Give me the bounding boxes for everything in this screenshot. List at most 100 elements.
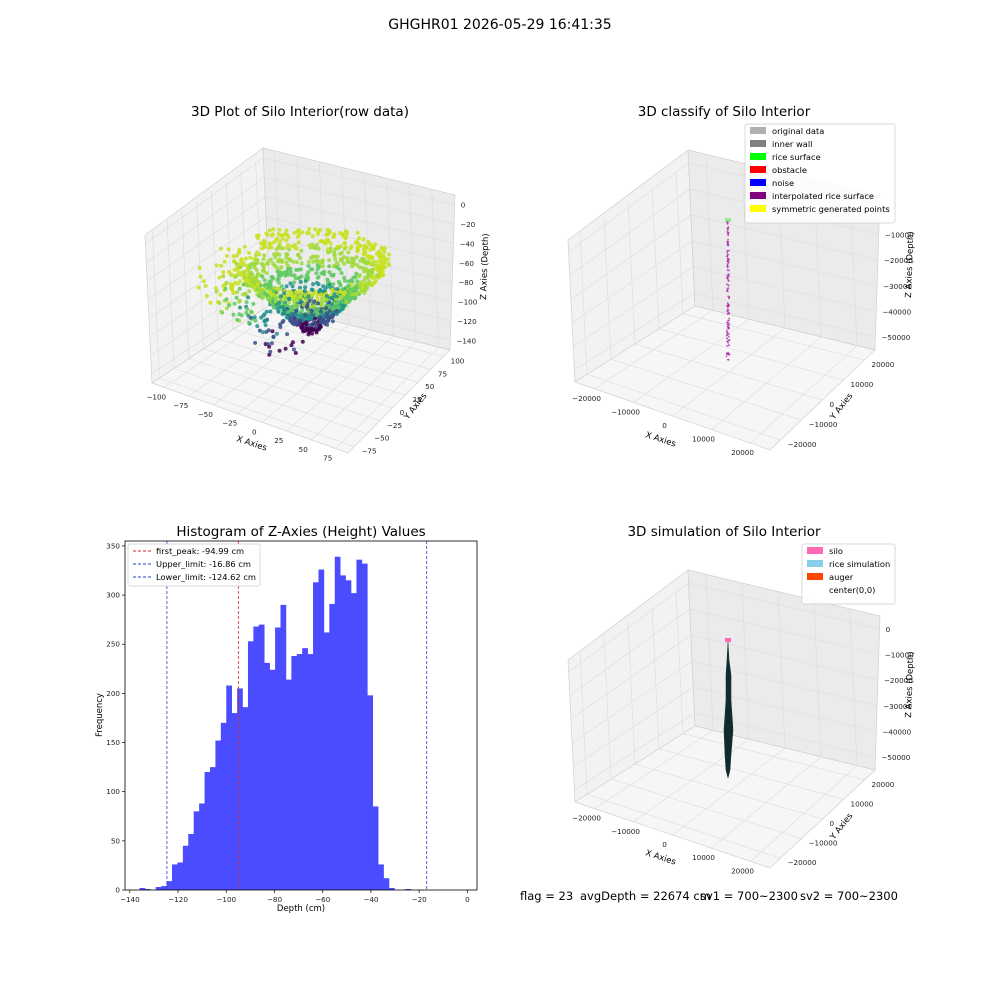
raw-point [228,282,233,287]
raw-point [280,246,285,251]
raw-point [306,260,311,264]
classify-x-gridline [594,154,714,390]
raw-point [309,322,314,327]
raw-point [341,303,346,308]
raw-point [344,299,349,304]
sim-x-gridline [594,574,714,809]
raw-point [233,280,238,285]
raw-point [300,308,305,313]
raw-point [276,270,281,275]
raw-point [291,322,296,327]
histogram-bar [361,563,368,890]
raw-point [300,339,305,344]
raw-point [234,261,239,266]
raw-point [296,240,301,245]
raw-point [271,289,276,294]
raw-point [298,318,303,323]
classify-column-point [727,278,729,280]
raw-point [313,254,318,259]
raw-point [306,270,311,275]
raw-point [335,244,340,249]
raw-point [358,289,363,294]
panel-raw-3d: 3D Plot of Silo Interior(row data) −100−… [144,104,491,463]
histogram-bar [237,688,243,890]
raw-point [249,309,253,314]
raw-point [279,284,284,289]
raw-y-tick-label: 0 [400,408,405,417]
histogram-legend: first_peak: -94.99 cm Upper_limit: -16.86… [127,543,261,587]
classify-column-point [728,339,731,342]
raw-point [222,259,227,264]
raw-point [307,298,312,303]
raw-x-gridline [213,162,327,406]
raw-point [316,282,321,287]
raw-point [198,274,203,279]
sim-x-tick-label: 0 [662,840,667,849]
raw-point [244,300,249,305]
raw-point [285,293,290,298]
raw-point [301,303,306,307]
raw-point [319,271,324,276]
histogram-bar [340,575,346,890]
histogram-bar [345,580,352,890]
raw-point [307,227,312,232]
raw-point [311,282,316,287]
raw-point [292,230,297,235]
raw-point [283,346,288,351]
classify-column-point [726,265,729,268]
raw-point [306,315,311,320]
raw-point [279,265,284,270]
raw-z-tick-label: −40 [459,239,475,248]
sim-silo-column [723,638,734,779]
raw-point [350,264,354,269]
classify-x-tick-label: −10000 [611,407,640,416]
classify-column-point [727,258,730,260]
raw-point [315,275,320,280]
histogram-bar [177,862,184,890]
raw-point [284,284,289,289]
sim-floor-pane [574,725,876,869]
raw-point [267,228,272,233]
raw-point [221,270,226,274]
classify-z-gridline [573,266,877,347]
classify-legend-swatch [750,127,766,134]
raw-z-tick-label: −120 [457,317,477,326]
histogram-bar [405,889,411,890]
histogram-y-tick-label: 250 [106,640,120,649]
histogram-bar [231,713,238,890]
raw-point [349,282,354,287]
raw-point [284,303,289,308]
raw-point [313,316,318,321]
raw-point [365,255,370,260]
raw-point [219,263,224,268]
raw-point [354,283,359,288]
raw-point [314,242,319,247]
raw-point [285,263,290,268]
raw-point [335,301,340,306]
raw-point [272,252,277,257]
sim-z-tick-label: −40000 [882,728,911,737]
raw-point [321,317,326,322]
histogram-bar [161,886,167,890]
raw-point [284,228,289,233]
raw-point [314,312,319,317]
raw-point [289,308,294,312]
raw-point [255,282,260,287]
raw-point [306,264,311,268]
raw-point [365,275,370,280]
classify-column-point [726,345,728,347]
classify-y-gridline [627,201,823,401]
raw-point [255,324,260,329]
classify-y-tick-label: 10000 [851,380,874,389]
raw-point [347,299,351,304]
classify-column-point [728,327,731,330]
raw-point [276,300,281,305]
status-sv2: sv2 = 700~2300 [800,889,898,903]
raw-point [362,291,367,295]
histogram-y-tick-label: 50 [111,836,121,845]
raw-point [357,265,362,270]
raw-point [279,260,284,264]
classify-column-point [728,323,731,326]
raw-point [350,295,355,300]
classify-point-column [725,218,731,361]
